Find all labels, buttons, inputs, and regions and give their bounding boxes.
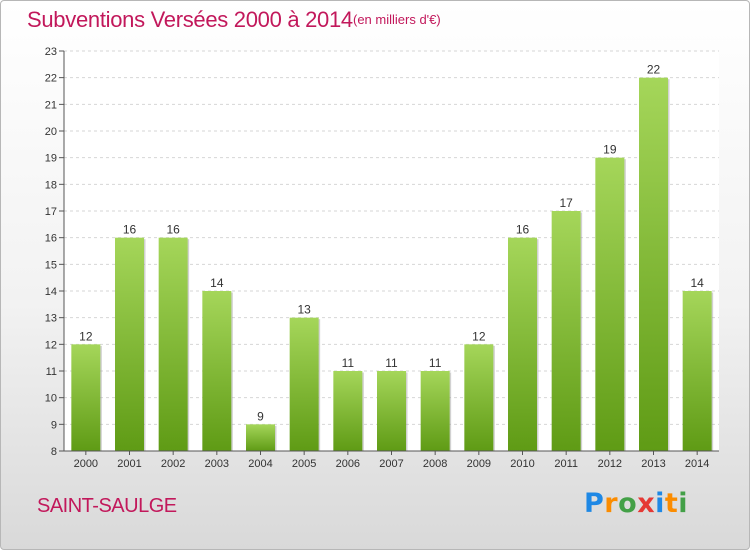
y-tick-label: 16 xyxy=(45,233,57,245)
data-label: 22 xyxy=(647,63,661,77)
data-label: 14 xyxy=(690,276,704,290)
bar xyxy=(464,344,494,451)
data-label: 11 xyxy=(429,356,442,370)
x-tick-label: 2001 xyxy=(117,458,141,470)
logo-letter: r xyxy=(604,488,619,519)
x-tick-label: 2006 xyxy=(336,458,360,470)
bar xyxy=(508,237,537,451)
y-tick-label: 21 xyxy=(45,99,57,111)
logo-letter: i xyxy=(655,488,665,519)
data-label: 16 xyxy=(123,223,137,237)
y-tick-label: 14 xyxy=(45,286,57,298)
x-tick-label: 2007 xyxy=(379,458,403,470)
data-label: 9 xyxy=(257,409,264,423)
x-tick-label: 2011 xyxy=(554,458,578,470)
data-label: 12 xyxy=(79,329,93,343)
data-label: 12 xyxy=(472,329,486,343)
y-tick-label: 20 xyxy=(45,126,57,138)
y-tick-label: 10 xyxy=(45,393,57,405)
logo-letter: t xyxy=(664,488,679,519)
bar xyxy=(289,317,319,451)
x-tick-label: 2000 xyxy=(74,458,98,470)
data-label: 11 xyxy=(385,356,398,370)
data-label: 16 xyxy=(166,223,180,237)
bar xyxy=(551,211,581,451)
bar xyxy=(333,371,363,451)
logo-letter: o xyxy=(618,488,638,519)
y-tick-label: 12 xyxy=(45,339,57,351)
bar xyxy=(420,371,450,451)
y-tick-label: 17 xyxy=(45,206,57,218)
proxiti-logo: Proxiti xyxy=(584,488,688,519)
bar xyxy=(246,424,275,451)
data-label: 11 xyxy=(342,356,355,370)
data-label: 13 xyxy=(297,303,311,317)
logo-letter: i xyxy=(678,488,689,519)
x-tick-label: 2014 xyxy=(685,458,709,470)
bar xyxy=(682,291,712,451)
x-tick-label: 2010 xyxy=(510,458,534,470)
x-tick-label: 2013 xyxy=(641,458,665,470)
chart-subtitle: (en milliers d'€) xyxy=(353,12,441,27)
x-tick-label: 2002 xyxy=(161,458,185,470)
y-tick-label: 9 xyxy=(51,419,57,431)
logo-letter: x xyxy=(637,488,656,519)
y-tick-label: 11 xyxy=(46,366,57,378)
bar xyxy=(639,77,668,452)
y-tick-label: 22 xyxy=(45,73,57,85)
x-tick-label: 2005 xyxy=(292,458,316,470)
y-tick-label: 23 xyxy=(45,46,57,58)
y-tick-label: 13 xyxy=(45,313,57,325)
bar xyxy=(71,344,101,451)
logo-letter: P xyxy=(584,488,605,519)
data-label: 17 xyxy=(559,196,573,210)
y-tick-label: 8 xyxy=(51,446,57,458)
data-label: 19 xyxy=(603,143,617,157)
x-tick-label: 2009 xyxy=(467,458,491,470)
bar xyxy=(202,291,232,451)
y-tick-label: 18 xyxy=(45,179,57,191)
bar xyxy=(158,237,188,451)
bar xyxy=(595,157,625,451)
data-label: 14 xyxy=(210,276,224,290)
commune-name: SAINT-SAULGE xyxy=(37,495,177,517)
x-tick-label: 2004 xyxy=(248,458,272,470)
bar xyxy=(377,371,406,451)
x-tick-label: 2008 xyxy=(423,458,447,470)
x-tick-label: 2012 xyxy=(598,458,622,470)
y-tick-label: 15 xyxy=(45,259,57,271)
y-tick-label: 19 xyxy=(45,153,57,165)
bar xyxy=(115,237,144,451)
x-tick-label: 2003 xyxy=(205,458,229,470)
chart-title: Subventions Versées 2000 à 2014 xyxy=(27,7,353,32)
data-label: 16 xyxy=(516,223,530,237)
